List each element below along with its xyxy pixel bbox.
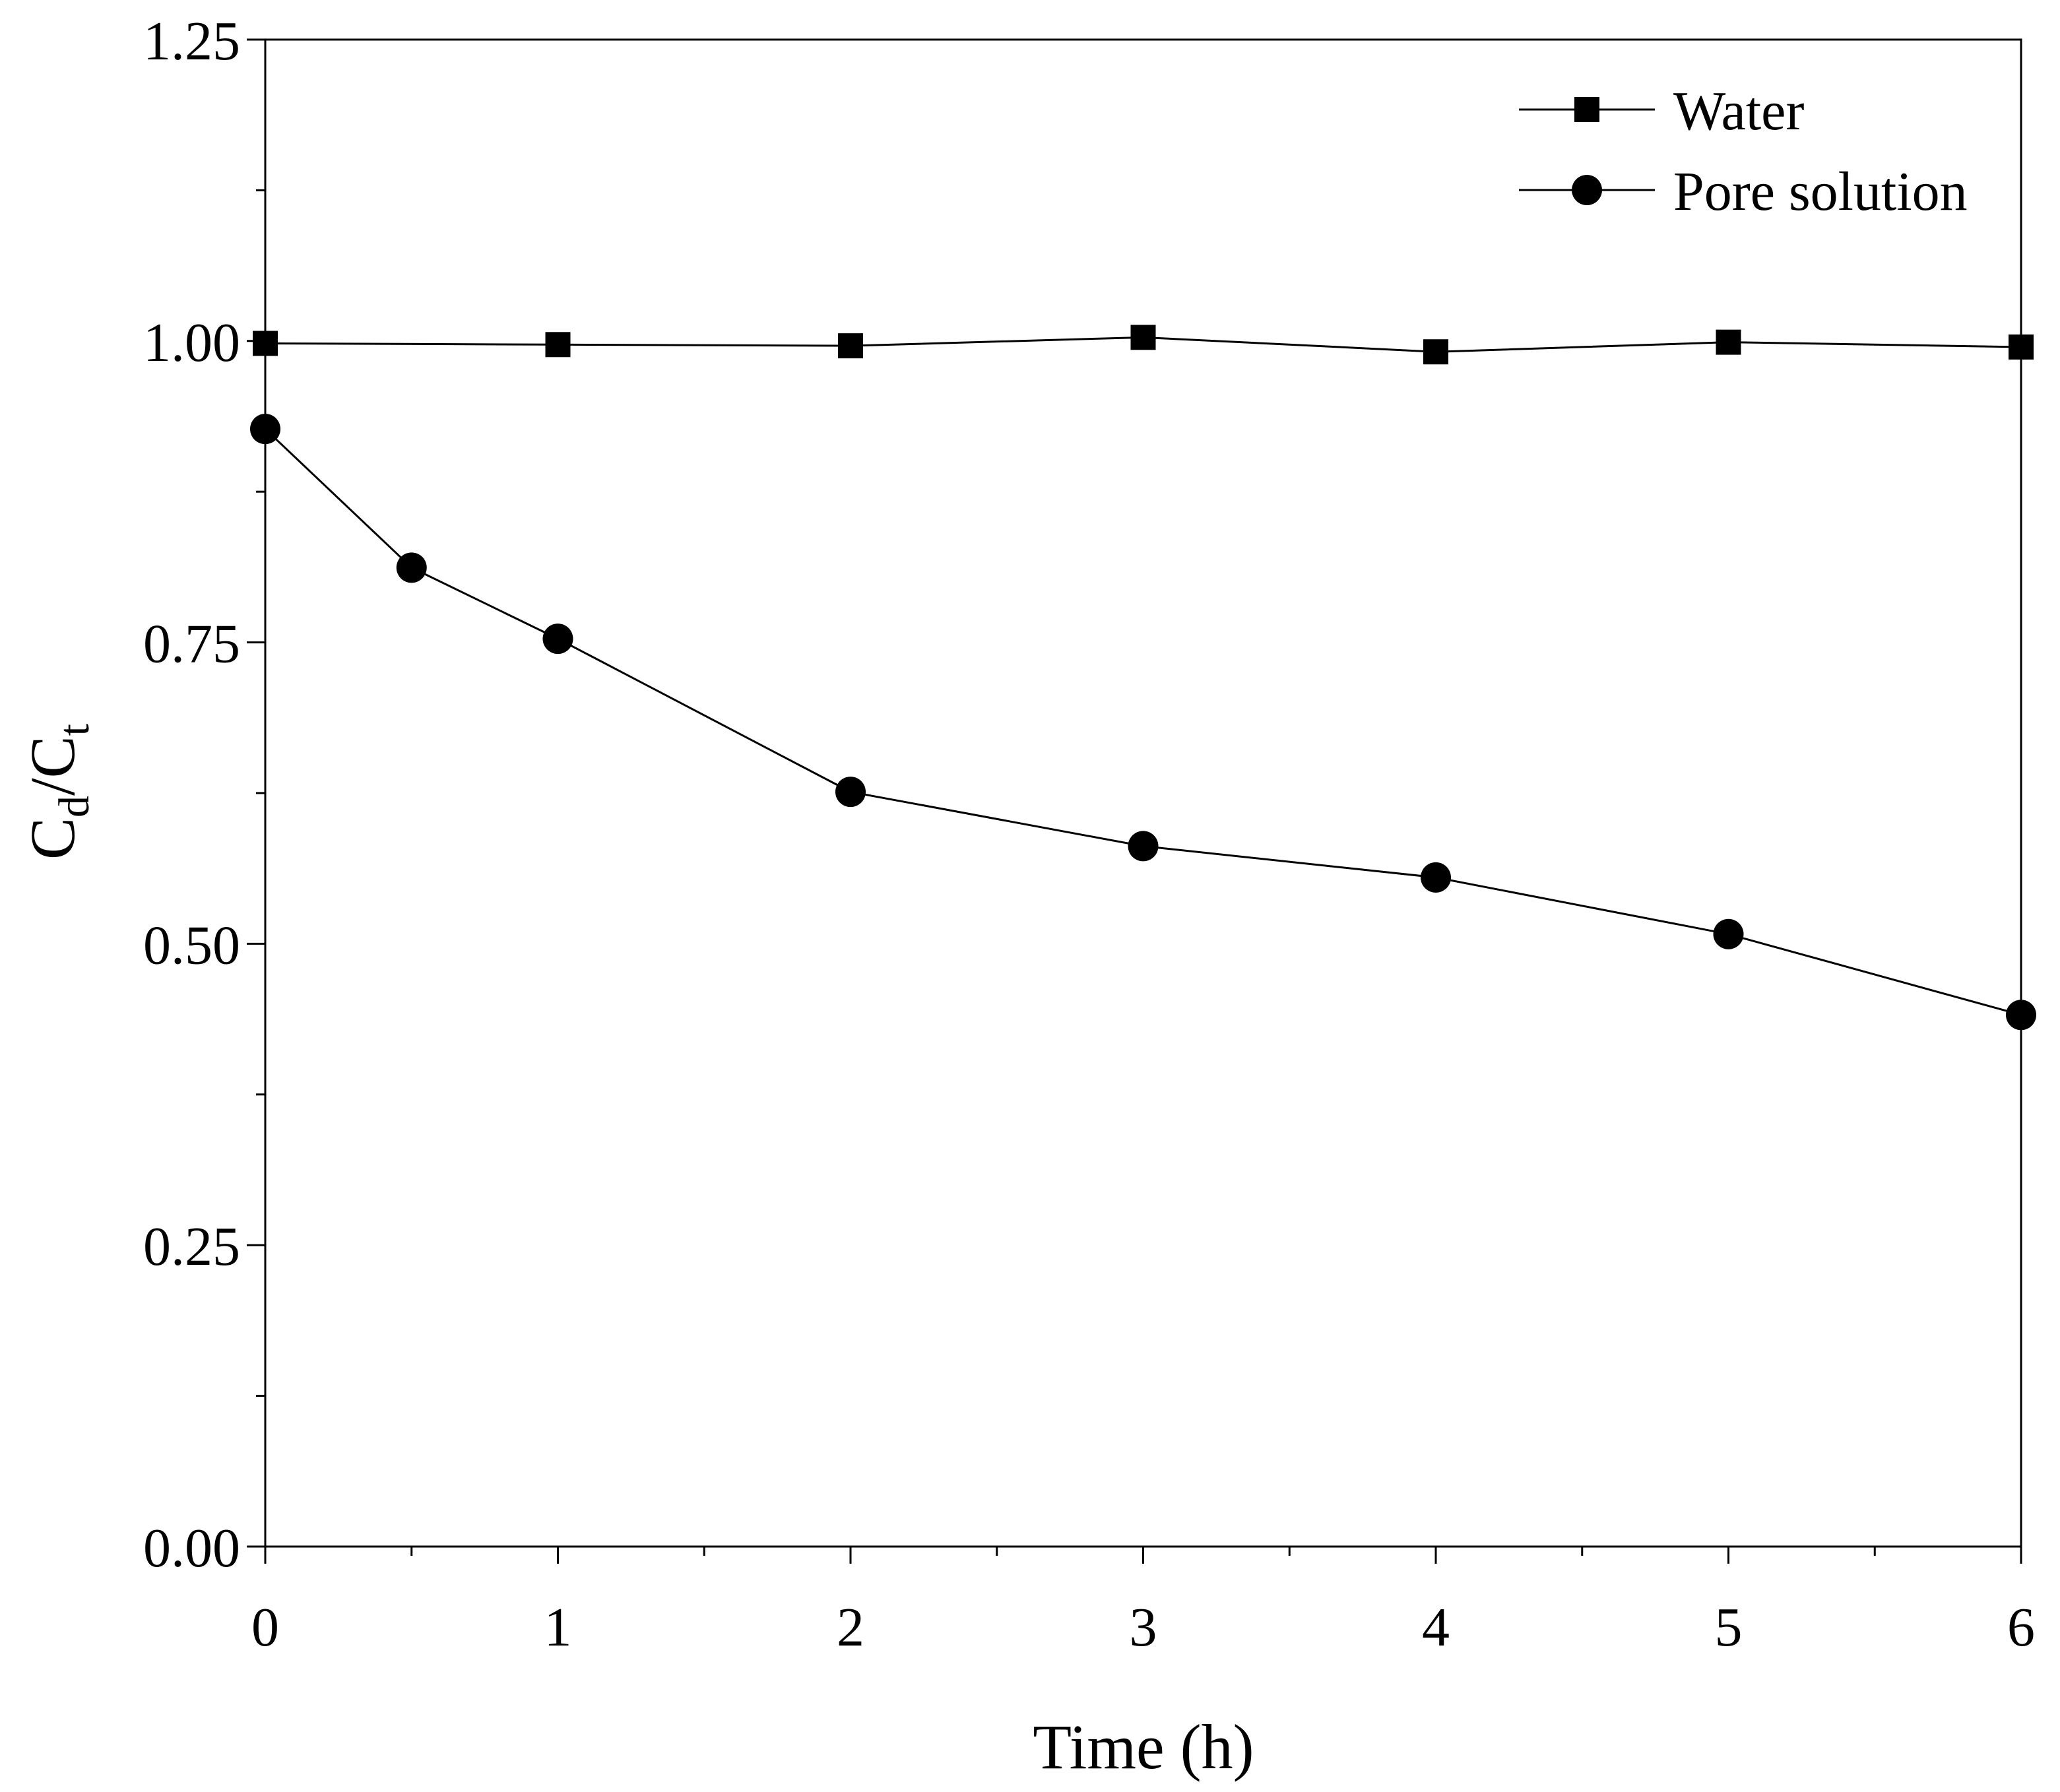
- legend-label: Water: [1673, 80, 1804, 142]
- data-point-circle: [2006, 1000, 2036, 1031]
- data-point-square: [1130, 325, 1156, 350]
- x-tick-label: 0: [251, 1597, 279, 1658]
- data-point-square: [1423, 339, 1448, 365]
- data-point-circle: [250, 414, 280, 445]
- data-point-square: [253, 331, 278, 356]
- y-axis-title-c2: C: [17, 736, 88, 778]
- data-point-square: [838, 333, 863, 359]
- legend-item: Water: [1519, 80, 1804, 142]
- y-tick-label: 0.50: [143, 914, 240, 976]
- x-tick-labels: 0 1 2 3 4 5 6: [251, 1597, 2035, 1658]
- y-tick-labels: 0.00 0.25 0.50 0.75 1.00 1.25: [143, 11, 240, 1579]
- y-axis-title-sub-t: t: [50, 724, 98, 736]
- data-point-circle: [542, 624, 573, 655]
- series-pore-solution: [250, 414, 2036, 1031]
- y-tick-label: 0.75: [143, 614, 240, 675]
- series-water: [253, 325, 2034, 365]
- y-axis-title-c: C: [17, 817, 88, 860]
- legend-marker-circle: [1572, 175, 1602, 205]
- data-point-circle: [835, 777, 866, 808]
- y-axis-title-sub-d: d: [50, 796, 98, 817]
- series-line: [264, 428, 2022, 1016]
- data-point-square: [545, 332, 571, 358]
- data-point-circle: [1128, 831, 1159, 862]
- x-tick-label: 6: [2007, 1597, 2035, 1658]
- legend: Water Pore solution: [1519, 80, 1968, 222]
- x-tick-label: 3: [1130, 1597, 1157, 1658]
- y-tick-label: 0.25: [143, 1216, 240, 1277]
- data-point-circle: [1713, 918, 1744, 949]
- y-axis-title: Cd/Ct: [17, 724, 98, 860]
- legend-item: Pore solution: [1519, 161, 1968, 222]
- data-point-circle: [396, 552, 427, 583]
- x-axis-title: Time (h): [1033, 1712, 1254, 1782]
- x-tick-label: 4: [1422, 1597, 1450, 1658]
- legend-marker-square: [1574, 97, 1599, 122]
- x-tick-label: 5: [1715, 1597, 1743, 1658]
- data-point-circle: [1421, 862, 1451, 893]
- series-layer: [250, 325, 2036, 1031]
- x-tick-label: 2: [837, 1597, 864, 1658]
- y-tick-label: 0.00: [143, 1518, 240, 1579]
- axis-ticks: [247, 38, 2022, 1564]
- y-tick-label: 1.25: [143, 11, 240, 72]
- y-axis-title-slash: /: [17, 778, 88, 796]
- legend-label: Pore solution: [1673, 161, 1968, 222]
- y-tick-label: 1.00: [143, 312, 240, 373]
- data-point-square: [1716, 329, 1741, 355]
- x-tick-label: 1: [544, 1597, 572, 1658]
- data-point-square: [2009, 334, 2034, 360]
